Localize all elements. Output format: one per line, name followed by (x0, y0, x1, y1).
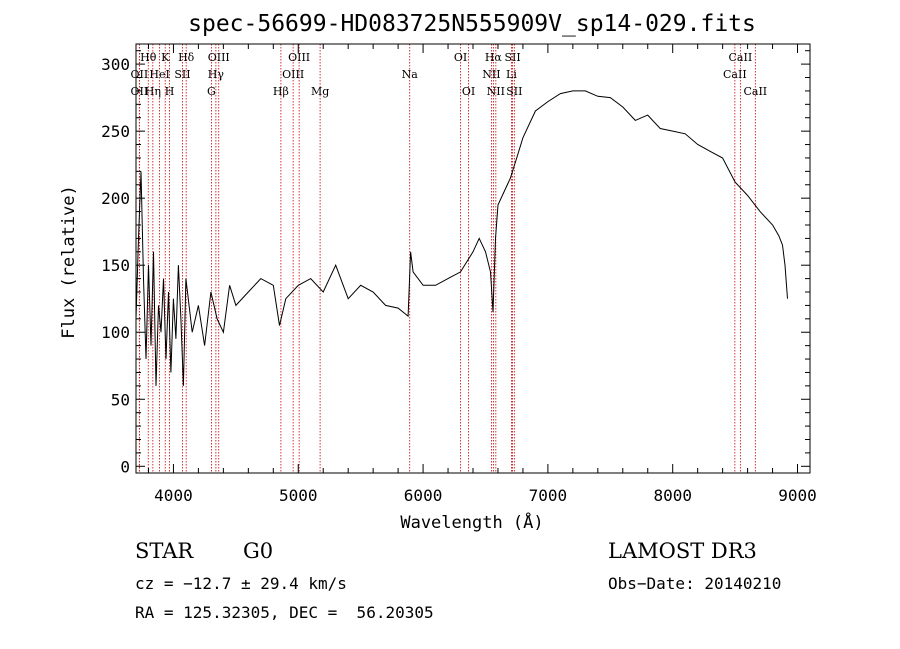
spectral-line-label: CaII (729, 51, 753, 64)
spectral-line-label: Hθ (140, 51, 157, 64)
x-tick-label: 5000 (279, 486, 318, 505)
spectral-line-label: CaII (723, 68, 747, 81)
plot-frame (135, 43, 811, 474)
x-tick-label: 7000 (529, 486, 568, 505)
y-tick-label: 50 (111, 390, 130, 409)
spectral-line-label: NII (487, 85, 505, 98)
object-subclass: G0 (243, 539, 274, 563)
spectral-line-label: Hη (145, 85, 161, 98)
spectral-line-label: OII (131, 68, 149, 81)
spectral-line-label: K (161, 51, 170, 64)
spectral-line-label: Hγ (208, 68, 225, 81)
spectral-line-label: H (165, 85, 175, 98)
y-tick-label: 300 (101, 55, 130, 74)
spectral-line-label: HeI (149, 68, 169, 81)
axis-ticks: 4000 5000 6000 7000 8000 9000 0 50 100 150 200 250 3… (101, 44, 817, 505)
spectral-line-label: Li (506, 68, 517, 81)
spectral-line-label: OIII (208, 51, 230, 64)
spectral-line-label: Hα (485, 51, 503, 64)
x-tick-label: 9000 (778, 486, 817, 505)
spectral-line-label: OII (131, 85, 149, 98)
y-tick-label: 250 (101, 122, 130, 141)
redshift-velocity: cz = −12.7 ± 29.4 km/s (135, 574, 347, 593)
spectral-line-label: SII (506, 85, 522, 98)
spectral-line-label: CaII (743, 85, 767, 98)
flux-series-line (135, 90, 788, 386)
spectral-line-label: NII (482, 68, 500, 81)
sky-coordinates: RA = 125.32305, DEC = 56.20305 (135, 603, 434, 622)
spectral-line-label: Hβ (273, 85, 289, 98)
y-tick-label: 150 (101, 256, 130, 275)
object-class: STAR (135, 539, 194, 563)
x-tick-label: 4000 (154, 486, 193, 505)
spectral-line-label: OIII (282, 68, 304, 81)
spectral-line-label: OI (462, 85, 475, 98)
y-tick-label: 100 (101, 323, 130, 342)
chart-title: spec-56699-HD083725N555909V_sp14-029.fit… (188, 11, 756, 37)
spectral-line-label: Na (402, 68, 419, 81)
x-tick-label: 8000 (653, 486, 692, 505)
survey-name: LAMOST DR3 (608, 539, 757, 563)
spectral-line-label: G (207, 85, 216, 98)
spectral-line-label: Mg (311, 85, 329, 98)
observation-date: Obs−Date: 20140210 (608, 574, 782, 593)
spectral-line-label: SII (174, 68, 190, 81)
y-tick-label: 0 (120, 457, 130, 476)
spectral-line-label: OIII (288, 51, 310, 64)
spectral-line-markers (138, 44, 756, 473)
spectrum-chart: spec-56699-HD083725N555909V_sp14-029.fit… (59, 11, 817, 533)
x-axis-label: Wavelength (Å) (400, 511, 543, 533)
spectral-line-label: Hδ (178, 51, 195, 64)
spectral-line-label: SII (504, 51, 520, 64)
spectral-line-label: OI (454, 51, 467, 64)
y-axis-label: Flux (relative) (59, 185, 79, 339)
y-tick-label: 200 (101, 189, 130, 208)
x-tick-label: 6000 (404, 486, 443, 505)
